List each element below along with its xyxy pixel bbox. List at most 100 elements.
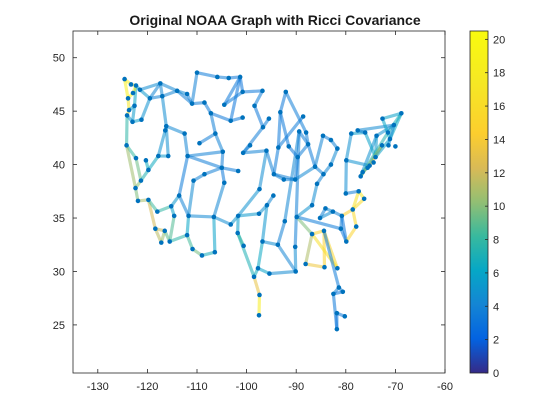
graph-node <box>215 74 220 80</box>
graph-node <box>251 274 257 280</box>
colorbar-ticks: 0 2 4 6 8 10 12 14 16 18 20 <box>485 34 505 380</box>
graph-node <box>221 180 227 186</box>
graph-edge <box>177 154 190 198</box>
x-tick-label: -130 <box>87 381 109 393</box>
graph-node <box>130 119 135 125</box>
x-tick-label: -120 <box>136 381 158 393</box>
graph-node <box>334 310 340 316</box>
graph-node <box>374 133 379 139</box>
graph-edge <box>284 90 308 135</box>
graph-edge <box>186 214 216 219</box>
graph-edge <box>146 154 160 172</box>
colorbar-tick-label: 14 <box>493 134 505 146</box>
graph-node <box>235 230 240 236</box>
graph-node <box>256 211 262 217</box>
colorbar-tick-label: 20 <box>493 34 505 46</box>
graph-node <box>247 143 253 148</box>
graph-edge <box>344 132 353 162</box>
graph-edge <box>287 144 300 159</box>
graph-node <box>226 75 232 81</box>
graph-edge <box>267 269 298 276</box>
graph-edge <box>257 149 269 191</box>
colorbar-tick-label: 16 <box>493 101 505 113</box>
graph-node <box>296 129 302 134</box>
graph-node <box>340 289 346 295</box>
graph-edge <box>373 137 392 159</box>
x-tick-label: -60 <box>437 381 453 393</box>
graph-node <box>174 88 180 94</box>
y-tick-label: 40 <box>53 160 65 172</box>
graph-node <box>343 158 349 163</box>
graph-node <box>138 178 144 183</box>
graph-edge <box>236 212 261 218</box>
graph-node <box>199 253 205 258</box>
graph-edge <box>212 215 233 227</box>
y-tick-label: 30 <box>53 266 65 278</box>
graph-node <box>155 209 160 214</box>
graph-node <box>128 82 134 87</box>
graph-node <box>309 202 315 208</box>
graph-edge <box>276 219 287 247</box>
graph-edge <box>276 114 305 150</box>
graph-node <box>122 76 127 82</box>
graph-edge <box>283 129 301 223</box>
graph-node <box>393 144 398 149</box>
graph-edge <box>168 214 176 244</box>
colorbar <box>469 30 489 374</box>
graph-edge <box>220 166 226 185</box>
graph-edge <box>260 239 280 247</box>
graph-edge <box>304 262 327 269</box>
graph-edge <box>241 89 265 94</box>
colorbar-tick-label: 10 <box>493 201 505 213</box>
y-tick-label: 45 <box>53 106 65 118</box>
graph-edge <box>278 90 288 114</box>
graph-edge <box>222 90 245 107</box>
graph-node <box>353 224 359 229</box>
graph-node <box>194 70 200 75</box>
graph-node <box>162 128 168 133</box>
graph-node <box>158 240 164 245</box>
graph-node <box>342 314 348 319</box>
graph-edge <box>260 203 269 244</box>
graph-edge <box>256 239 265 270</box>
graph-edge <box>278 110 291 149</box>
graph-edge <box>296 142 310 159</box>
graph-node <box>330 209 336 214</box>
graph-edge <box>185 214 191 237</box>
graph-node <box>356 189 361 194</box>
graph-node <box>235 213 241 219</box>
graph-edge <box>293 155 300 182</box>
graph-node <box>361 196 367 202</box>
graph-edge <box>209 111 233 123</box>
graph-node <box>309 231 315 237</box>
graph-node <box>213 131 218 136</box>
graph-node <box>256 312 262 318</box>
graph-node <box>275 242 281 248</box>
graph-edge <box>160 89 179 98</box>
graph-node <box>322 264 327 270</box>
graph-node <box>221 102 227 108</box>
graph-node <box>321 171 326 177</box>
graph-node <box>293 269 299 274</box>
graph-node <box>147 96 153 101</box>
graph-node <box>334 326 340 332</box>
graph-node <box>335 146 340 151</box>
graph-node <box>321 228 327 234</box>
graph-node <box>184 91 190 97</box>
graph-node <box>228 118 234 124</box>
graph-edge <box>139 96 152 122</box>
graph-node <box>286 144 292 149</box>
graph-edge <box>134 156 143 183</box>
graph-edge <box>236 231 246 248</box>
graph-node <box>387 136 393 142</box>
graph-node <box>271 193 276 198</box>
graph-edge <box>138 81 162 92</box>
graph-node <box>228 222 234 227</box>
graph-node <box>348 131 354 136</box>
graph-edge <box>185 233 195 251</box>
graph-edge <box>313 134 325 169</box>
graph-edge <box>222 75 242 107</box>
graph-node <box>260 88 265 94</box>
graph-edge <box>177 193 191 218</box>
